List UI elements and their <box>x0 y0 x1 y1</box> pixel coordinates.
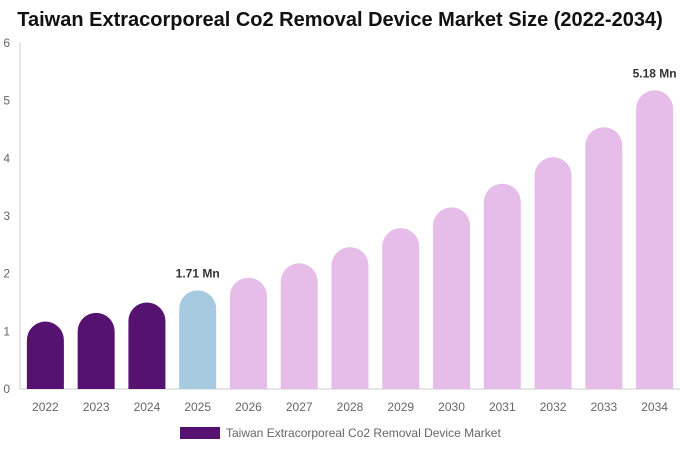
x-tick-label: 2025 <box>184 400 211 414</box>
bar-2033 <box>585 127 623 389</box>
y-tick-label: 4 <box>3 151 10 165</box>
x-tick-label: 2022 <box>32 400 59 414</box>
y-tick-label: 2 <box>3 267 10 281</box>
bar-2022 <box>26 321 64 389</box>
data-label: 5.18 Mn <box>633 66 677 80</box>
bar-2032 <box>534 157 572 389</box>
bar-2025 <box>179 290 217 389</box>
x-tick-label: 2033 <box>590 400 617 414</box>
data-label: 1.71 Mn <box>176 266 220 280</box>
legend[interactable]: Taiwan Extracorporeal Co2 Removal Device… <box>180 426 501 440</box>
bar-2024 <box>128 302 166 389</box>
bar-2029 <box>382 228 420 389</box>
x-tick-label: 2028 <box>337 400 364 414</box>
y-tick-label: 0 <box>3 382 10 396</box>
x-tick-label: 2026 <box>235 400 262 414</box>
bar-2026 <box>229 277 267 389</box>
legend-swatch <box>180 427 220 439</box>
bar-2034 <box>636 90 674 389</box>
y-tick-label: 5 <box>3 94 10 108</box>
x-tick-label: 2030 <box>438 400 465 414</box>
x-tick-label: 2031 <box>489 400 516 414</box>
y-tick-label: 6 <box>3 36 10 50</box>
x-tick-label: 2027 <box>286 400 313 414</box>
x-tick-label: 2032 <box>540 400 567 414</box>
x-tick-label: 2024 <box>134 400 161 414</box>
x-tick-label: 2023 <box>83 400 110 414</box>
bar-2027 <box>280 263 318 389</box>
chart-title: Taiwan Extracorporeal Co2 Removal Device… <box>17 9 663 31</box>
bar-2030 <box>433 207 471 389</box>
legend-label: Taiwan Extracorporeal Co2 Removal Device… <box>226 426 501 440</box>
y-tick-label: 3 <box>3 209 10 223</box>
x-tick-label: 2034 <box>641 400 668 414</box>
bar-2031 <box>483 183 521 389</box>
bar-2028 <box>331 247 369 389</box>
x-tick-label: 2029 <box>387 400 414 414</box>
bar-2023 <box>77 312 115 389</box>
y-tick-label: 1 <box>3 324 10 338</box>
